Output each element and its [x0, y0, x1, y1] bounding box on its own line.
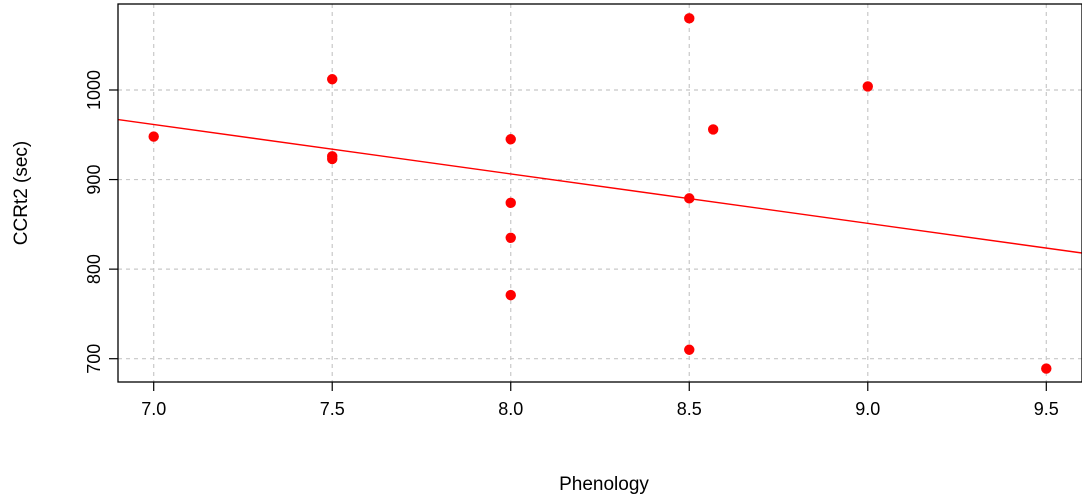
grid-lines: [118, 4, 1082, 382]
y-tick-label: 1000: [84, 70, 104, 110]
y-axis: 700 800 900 1000: [84, 70, 118, 374]
x-axis-title: Phenology: [559, 474, 649, 495]
y-axis-title: CCRt2 (sec): [11, 141, 32, 246]
data-point: [684, 344, 695, 355]
data-point: [327, 74, 338, 85]
data-point: [327, 153, 338, 165]
y-tick-label: 800: [84, 254, 104, 284]
data-point: [684, 13, 695, 24]
data-point: [505, 232, 516, 243]
data-point: [505, 197, 516, 209]
data-point: [1041, 363, 1052, 374]
regression-line: [117, 118, 1082, 254]
data-point: [148, 131, 159, 142]
y-tick-label: 900: [84, 165, 104, 195]
y-tick-label: 700: [84, 344, 104, 374]
x-tick-label: 8.0: [498, 399, 523, 419]
x-tick-label: 7.0: [141, 399, 166, 419]
x-tick-label: 7.5: [320, 399, 345, 419]
data-point: [707, 124, 719, 135]
regression-line-group: [117, 118, 1082, 254]
data-point: [862, 81, 873, 92]
x-tick-label: 9.5: [1034, 399, 1059, 419]
plot-frame: [117, 3, 1082, 383]
data-points: [148, 13, 1052, 374]
data-point: [684, 193, 695, 204]
x-tick-label: 8.5: [677, 399, 702, 419]
data-point: [505, 289, 516, 301]
x-axis: 7.0 7.5 8.0 8.5 9.0 9.5: [141, 382, 1059, 419]
x-tick-label: 9.0: [855, 399, 880, 419]
data-point: [505, 134, 516, 145]
